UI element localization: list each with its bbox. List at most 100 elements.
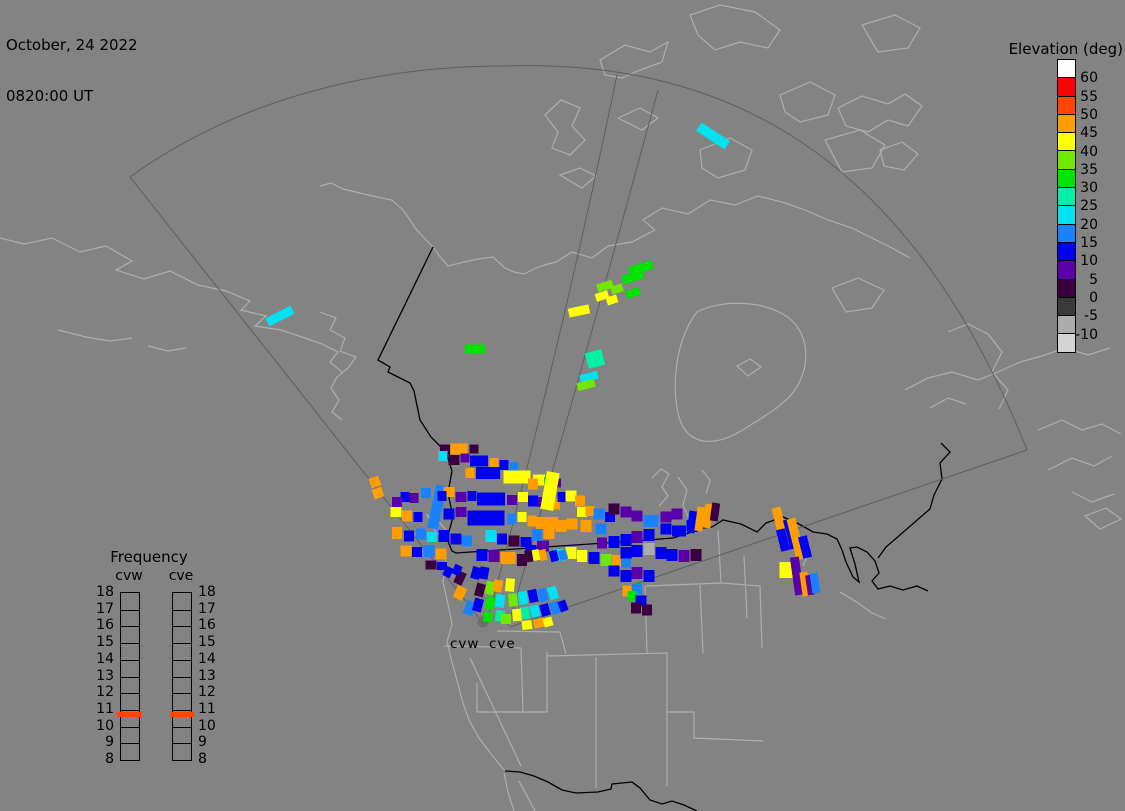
frequency-scale-label: 12 xyxy=(96,684,114,701)
elevation-data-cell xyxy=(605,512,615,522)
elevation-data-cell xyxy=(643,515,659,527)
elevation-data-cell xyxy=(511,608,523,622)
elevation-data-cell xyxy=(462,535,472,547)
elevation-data-cell xyxy=(371,486,385,500)
frequency-tick-line xyxy=(173,709,191,711)
frequency-tick-line xyxy=(121,659,139,661)
elevation-data-cell xyxy=(404,530,414,542)
elevation-data-cell xyxy=(427,532,437,542)
elevation-data-cell xyxy=(443,508,455,520)
elevation-data-cell xyxy=(532,529,542,541)
elevation-data-cell xyxy=(529,604,541,618)
elevation-data-cell xyxy=(566,518,578,530)
frequency-scale-label: 15 xyxy=(96,634,114,651)
elevation-data-cell xyxy=(440,444,450,456)
elevation-data-cell xyxy=(539,603,551,617)
elevation-data-cell xyxy=(476,549,488,561)
nwt-arctic-coast xyxy=(555,195,911,263)
elevation-data-cell xyxy=(775,528,791,552)
fov-beam-line-1 xyxy=(486,74,618,623)
elevation-data-cell xyxy=(696,122,730,150)
elevation-data-cell xyxy=(509,462,519,472)
elevation-data-cell xyxy=(518,492,528,502)
elevation-data-cell xyxy=(597,537,607,549)
frequency-tick-line xyxy=(173,643,191,645)
elevation-data-cell xyxy=(517,554,527,566)
great-lakes-outline xyxy=(711,516,929,592)
radar-site-label-cvw: cvw xyxy=(450,636,480,652)
elevation-data-cell xyxy=(579,370,599,384)
elevation-data-cell xyxy=(484,580,496,596)
elevation-data-cell xyxy=(489,458,499,468)
elevation-data-cell xyxy=(455,492,467,502)
legend-color-swatch xyxy=(1057,333,1076,353)
elevation-data-cell xyxy=(580,520,592,532)
legend-tick-label: 60 xyxy=(1080,70,1098,87)
elevation-data-cell xyxy=(467,491,477,501)
frequency-scale-label: 16 xyxy=(198,617,216,634)
elevation-data-cell xyxy=(265,305,295,327)
elevation-data-cell xyxy=(567,304,591,318)
elevation-data-cell xyxy=(631,510,643,522)
elevation-data-cell xyxy=(620,506,632,518)
elevation-data-cell xyxy=(469,444,479,454)
elevation-data-cell xyxy=(536,587,550,603)
elevation-data-cell xyxy=(519,606,531,620)
elevation-data-cell xyxy=(438,530,450,542)
time-label: 0820:00 UT xyxy=(6,87,94,105)
elevation-data-cell xyxy=(542,616,554,628)
legend-tick-label: 40 xyxy=(1080,143,1098,160)
legend-tick-label: 10 xyxy=(1080,253,1098,270)
frequency-tick-line xyxy=(173,676,191,678)
elevation-data-cell xyxy=(643,570,655,582)
elevation-data-cell xyxy=(528,495,538,507)
elevation-data-cell xyxy=(608,565,620,577)
elevation-data-cell xyxy=(517,590,529,606)
elevation-data-cell xyxy=(533,474,545,486)
frequency-tick-line xyxy=(121,709,139,711)
elevation-data-cell xyxy=(482,611,494,623)
elevation-data-cell xyxy=(594,290,610,302)
legend-tick-label: 30 xyxy=(1080,180,1098,197)
frequency-panel: Frequency cvw cve 18 17 16 15 14 13 12 11 10 9 8 1… xyxy=(90,548,225,773)
frequency-column-label-cve: cve xyxy=(168,568,194,584)
elevation-data-cell xyxy=(453,570,467,586)
elevation-data-cell xyxy=(540,471,560,511)
elevation-legend-title: Elevation (deg) xyxy=(1008,40,1123,58)
elevation-data-cell xyxy=(437,491,447,501)
frequency-scale-label: 11 xyxy=(198,700,216,717)
elevation-data-cell xyxy=(460,453,470,463)
elevation-data-cell xyxy=(504,578,516,592)
frequency-tick-line xyxy=(173,726,191,728)
elevation-data-cell xyxy=(467,510,505,526)
elevation-data-cell xyxy=(484,595,496,611)
elevation-data-cell xyxy=(492,579,504,593)
elevation-data-cell xyxy=(671,508,683,520)
elevation-data-cell xyxy=(797,535,813,559)
elevation-data-cell xyxy=(442,565,454,579)
frequency-scale-label: 8 xyxy=(105,751,114,767)
elevation-data-cell xyxy=(536,517,558,529)
frequency-tick-line xyxy=(121,743,139,745)
elevation-data-cell xyxy=(517,512,527,522)
elevation-data-cell xyxy=(565,490,577,502)
elevation-data-cell xyxy=(477,492,505,506)
elevation-data-cell xyxy=(435,548,447,560)
frequency-bar-cvw xyxy=(120,592,140,761)
elevation-data-cell xyxy=(520,537,532,547)
elevation-data-cell xyxy=(809,572,821,594)
elevation-data-cell xyxy=(425,560,437,570)
elevation-data-cell xyxy=(557,599,569,613)
elevation-data-cell xyxy=(588,552,600,564)
elevation-data-cell xyxy=(450,443,468,455)
timestamp-block: October, 24 2022 0820:00 UT xyxy=(6,3,138,139)
elevation-data-cell xyxy=(576,378,596,392)
elevation-data-cell xyxy=(565,547,577,559)
frequency-tick-line xyxy=(121,609,139,611)
elevation-data-cell xyxy=(622,585,632,597)
elevation-data-cell xyxy=(557,549,569,561)
elevation-data-cell xyxy=(390,507,402,517)
elevation-data-cell xyxy=(789,556,805,596)
elevation-data-cell xyxy=(537,540,549,552)
frequency-scale-label: 11 xyxy=(96,700,114,717)
